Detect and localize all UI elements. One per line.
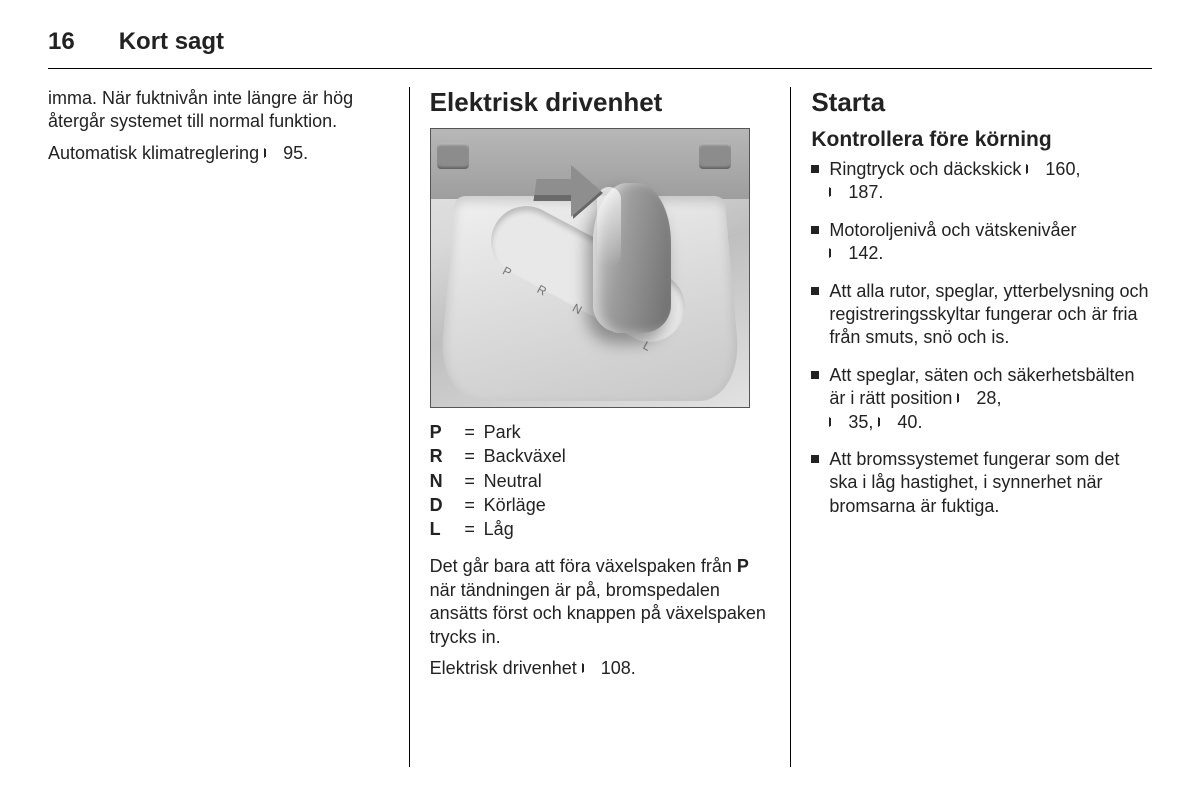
gear-definitions: P = Park R = Backväxel N = Neutral D = K… [430, 420, 771, 541]
gear-key: D [430, 493, 456, 517]
gear-row: L = Låg [430, 517, 771, 541]
li4-ref3: 40. [897, 412, 922, 432]
gear-key: N [430, 469, 456, 493]
gear-val: Körläge [484, 493, 771, 517]
page-header: 16 Kort sagt [48, 28, 1152, 69]
reference-icon [1026, 162, 1040, 176]
chapter-title: Kort sagt [119, 28, 224, 56]
list-item: Ringtryck och däckskick 160, 187. [811, 158, 1152, 205]
gear-row: D = Körläge [430, 493, 771, 517]
gear-val: Låg [484, 517, 771, 541]
column-3: Starta Kontrollera före körning Ringtryc… [791, 87, 1152, 767]
column-1: imma. När fuktnivån inte längre är hög å… [48, 87, 409, 767]
gear-equals: = [456, 517, 484, 541]
li1-ref1: 160, [1045, 159, 1080, 179]
col2-para2: Elektrisk drivenhet 108. [430, 657, 771, 680]
gear-shift-figure: P R N D L [430, 128, 750, 408]
col2-para1-b: när tändningen är på, broms­pedalen ansä… [430, 580, 766, 647]
col1-para2-ref: 95. [283, 143, 308, 163]
col2-heading: Elektrisk drivenhet [430, 87, 771, 118]
reference-icon [957, 391, 971, 405]
gear-row: R = Backväxel [430, 444, 771, 468]
reference-icon [878, 415, 892, 429]
gear-key: P [430, 420, 456, 444]
gear-val: Park [484, 420, 771, 444]
li2-ref1: 142. [848, 243, 883, 263]
gear-key: L [430, 517, 456, 541]
reference-icon [582, 661, 596, 675]
li4-ref2: 35, [848, 412, 873, 432]
figure-button-right [699, 143, 731, 169]
gear-equals: = [456, 493, 484, 517]
gear-key: R [430, 444, 456, 468]
col2-para2-text: Elektrisk drivenhet [430, 658, 582, 678]
content-columns: imma. När fuktnivån inte längre är hög å… [48, 87, 1152, 767]
list-item: Motoroljenivå och vätskenivåer 142. [811, 219, 1152, 266]
col2-para2-ref: 108. [601, 658, 636, 678]
reference-icon [829, 246, 843, 260]
gear-equals: = [456, 469, 484, 493]
gear-val: Neutral [484, 469, 771, 493]
gear-equals: = [456, 444, 484, 468]
col1-para2: Automatisk klimatreglering 95. [48, 142, 389, 165]
gear-equals: = [456, 420, 484, 444]
col2-para1: Det går bara att föra växelspaken från P… [430, 555, 771, 649]
li2-text: Motoroljenivå och vätskenivåer [829, 220, 1076, 240]
list-item: Att bromssystemet fungerar som det ska i… [811, 448, 1152, 518]
col2-para1-a: Det går bara att föra växelspaken från [430, 556, 737, 576]
col3-heading: Starta [811, 87, 1152, 118]
li1-text: Ringtryck och däckskick [829, 159, 1026, 179]
col1-para1: imma. När fuktnivån inte längre är hög å… [48, 87, 389, 134]
list-item: Att alla rutor, speglar, ytterbelys­ning… [811, 280, 1152, 350]
gear-val: Backväxel [484, 444, 771, 468]
reference-icon [829, 185, 843, 199]
page-number: 16 [48, 28, 75, 56]
list-item: Att speglar, säten och säkerhets­bälten … [811, 364, 1152, 434]
gear-row: N = Neutral [430, 469, 771, 493]
gear-row: P = Park [430, 420, 771, 444]
reference-icon [264, 146, 278, 160]
figure-arrow-icon [535, 169, 605, 215]
col3-subheading: Kontrollera före körning [811, 128, 1152, 152]
reference-icon [829, 415, 843, 429]
col2-para1-bold: P [737, 556, 749, 576]
col1-para2-text: Automatisk klimatreglering [48, 143, 264, 163]
li4-ref1: 28, [976, 388, 1001, 408]
li1-ref2: 187. [848, 182, 883, 202]
column-2: Elektrisk drivenhet P R N D L P = Park R [409, 87, 792, 767]
figure-button-left [437, 143, 469, 169]
checklist: Ringtryck och däckskick 160, 187. Motoro… [811, 158, 1152, 518]
